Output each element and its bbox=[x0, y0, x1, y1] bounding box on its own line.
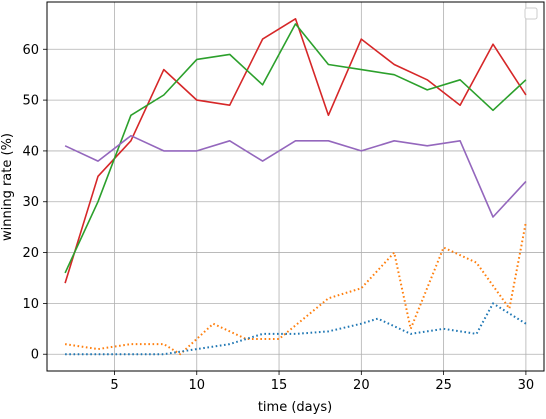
y-tick-label: 30 bbox=[22, 195, 39, 210]
grid-lines bbox=[47, 2, 544, 371]
y-axis-label: winning rate (%) bbox=[0, 133, 15, 241]
legend bbox=[524, 7, 538, 20]
y-tick-label: 40 bbox=[22, 144, 39, 159]
x-tick-label: 20 bbox=[353, 378, 370, 393]
series-line-2 bbox=[64, 23, 527, 274]
x-axis-label: time (days) bbox=[258, 400, 332, 414]
axis-ticks: 5 10 15 20 25 30 0 10 20 30 40 50 60 bbox=[22, 43, 534, 393]
x-tick-label: 15 bbox=[271, 378, 288, 393]
y-tick-label: 10 bbox=[22, 297, 39, 312]
y-tick-label: 0 bbox=[31, 348, 39, 363]
legend-box bbox=[524, 7, 538, 20]
x-tick-label: 5 bbox=[110, 378, 118, 393]
x-tick-label: 25 bbox=[435, 378, 452, 393]
plot-frame bbox=[46, 1, 545, 372]
x-tick-label: 30 bbox=[518, 378, 535, 393]
series-lines bbox=[64, 17, 527, 356]
series-line-1 bbox=[64, 17, 527, 284]
y-tick-label: 60 bbox=[22, 43, 39, 58]
x-tick-label: 10 bbox=[188, 378, 205, 393]
y-tick-label: 50 bbox=[22, 94, 39, 109]
series-line-5 bbox=[65, 302, 527, 356]
y-tick-label: 20 bbox=[22, 246, 39, 261]
series-line-3 bbox=[64, 134, 527, 218]
series-line-4 bbox=[64, 221, 527, 356]
